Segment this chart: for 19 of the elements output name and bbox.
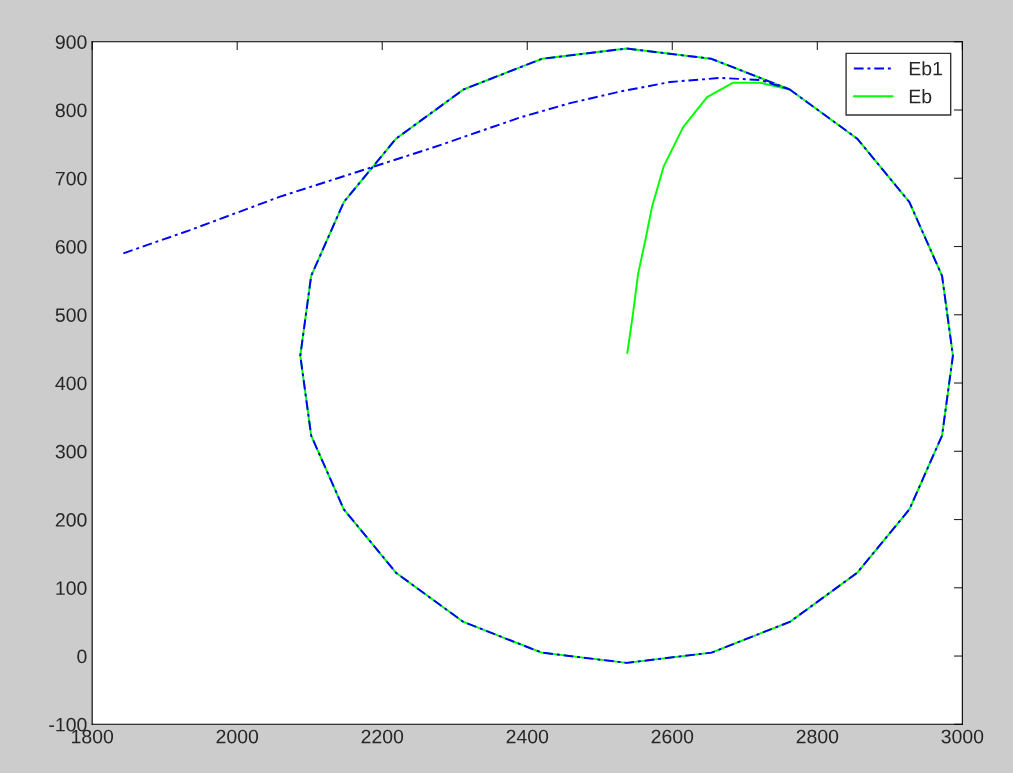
y-tick-label: 700 — [55, 171, 87, 186]
y-tick-label: 500 — [55, 308, 87, 322]
x-tick-label: 3000 — [941, 729, 984, 744]
y-tick-label: 0 — [77, 649, 87, 664]
x-tick-label: 2200 — [361, 729, 404, 744]
line-series — [122, 47, 954, 664]
x-tick-label: 2000 — [216, 729, 259, 744]
legend-label: Eb — [909, 89, 932, 104]
y-tick-label: 400 — [55, 376, 87, 391]
x-tick-label: 2800 — [796, 729, 839, 744]
x-tick-label: 2600 — [651, 729, 694, 744]
y-tick-label: 300 — [55, 444, 87, 459]
x-tick-label: 2400 — [506, 729, 549, 744]
y-tick-label: 100 — [56, 581, 87, 596]
y-tick-label: 900 — [55, 35, 87, 49]
y-tick-label: 800 — [55, 103, 87, 118]
y-tick-label: 200 — [55, 513, 87, 527]
legend-label: Eb1 — [909, 61, 942, 76]
y-tick-label: 600 — [55, 239, 87, 254]
